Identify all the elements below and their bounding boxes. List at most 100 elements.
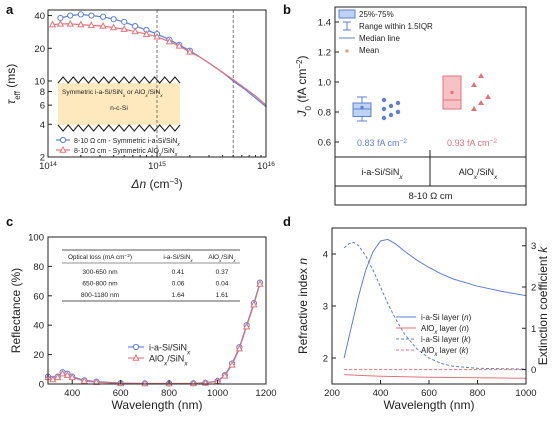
series-0-point [67,12,74,19]
legend-mean-swatch [345,49,349,53]
legend-label-3: AlOx layer (k) [421,346,469,358]
series-line-0 [343,238,527,359]
y-tick-label: 2 [40,153,45,164]
category-label-1: AlOx/SiNx [459,167,498,181]
series-1-point [109,23,118,31]
x-tick-label: 400 [373,388,389,399]
legend-marker [132,353,140,361]
x-tick-label: 1000 [515,388,536,399]
table-header: Optical loss (mA cm−2) [68,253,132,262]
series-line-2 [343,241,527,370]
y-tick-label: 0 [39,380,44,391]
mean-marker [360,106,364,109]
legend-label: 25%-75% [359,10,394,19]
panel-label-d: d [283,214,291,229]
y-tick-label: 1.2 [318,48,331,59]
legend-label-1: AlOx layer (n) [421,324,469,336]
series-1-point [54,373,62,381]
plot-frame [47,236,267,385]
series-1-point [66,19,74,27]
series-1-point [165,37,174,45]
table-cell: 800-1180 nm [81,292,120,299]
x-tick-label: 800 [161,388,177,399]
legend-box-swatch [338,9,356,19]
series-1-point [68,373,76,381]
series-0-point [88,12,95,19]
y-tick-label: 4 [323,250,328,261]
series-1-point [99,22,107,29]
y-tick-label: 8 [40,87,45,98]
data-point [381,115,387,121]
y-axis-label: τeff (ms) [4,64,22,105]
y2-tick-label: 0 [531,365,536,376]
series-1-point [87,21,96,29]
x-tick-label: 600 [113,388,129,399]
legend-label-0: i-a-Si/SiNx [149,343,191,357]
mean-annotation: 0.83 fA cm−2 [357,138,407,149]
data-point [485,94,491,99]
y-tick-label: 60 [33,291,44,302]
group-footer-label: 8-10 Ω cm [408,191,452,202]
legend-marker [59,136,67,144]
data-point [381,106,387,112]
data-point [478,73,484,78]
legend-marker [59,145,67,153]
legend-whisker-swatch [343,21,351,31]
panel-d: 200 400 600 800 1000 2 3 4 0 1 2 3 Wavelength (nm) Re… [296,227,550,412]
y-tick-label: 1.4 [318,18,331,29]
series-1-point [48,20,57,28]
plot-frame [331,227,527,385]
x-axis-label: Wavelength (nm) [384,398,475,412]
series-1-point [228,360,236,368]
legend-label-0: i-a-Si layer (n) [421,313,472,322]
optical-loss-table: Optical loss (mA cm−2) i-a-Si/SiNx AlOx/Si… [62,249,240,302]
x-tick-label: 800 [470,388,486,399]
panel-b: 0.6 0.8 1.0 1.2 1.4 J0 (fA cm−2) 25%-75% Range … [295,6,527,206]
x-tick-label: 1016 [257,161,275,173]
series-1-point [77,20,85,28]
series-0-point [77,11,84,18]
legend-label: Median line [359,34,400,43]
data-point [381,97,387,103]
table-cell: 650-800 nm [82,281,118,288]
inset-coating-label: Symmetric i-a-Si/SiNx or AlOx/SiNx [62,89,163,99]
series-1-point [131,27,139,35]
mean-marker [450,91,454,94]
legend-label-2: i-a-Si layer (k) [421,335,471,344]
data-point [388,103,394,109]
data-point [395,100,401,106]
table-cell: 1.64 [172,292,185,299]
x-tick-label: 600 [421,388,437,399]
legend-marker [132,343,140,351]
series-1-point [142,30,151,37]
x-tick-label: 1200 [255,388,276,399]
series-1-point [250,300,258,308]
box-group-0: 0.83 fA cm−2 [352,96,407,149]
inset-texture-top [57,76,181,84]
inset-substrate-label: n-c-Si [110,105,128,112]
table-header: i-a-Si/SiNx [163,254,193,263]
y-tick-label: 40 [33,321,44,332]
y-tick-label: 4 [40,120,45,131]
series-1-point [256,279,264,287]
data-point [471,82,477,87]
x-tick-label: 1015 [148,161,166,173]
series-1-point [235,344,243,352]
y-tick-label: 0.6 [318,138,331,149]
y-axis-label: Refractive index n [296,258,310,354]
y2-axis-label: Extinction coefficient k [536,246,550,366]
table-cell: 0.37 [216,269,229,276]
panel-label-a: a [6,2,14,17]
series-1-point [221,371,229,379]
data-point [471,106,477,111]
y-axis-label: J0 (fA cm−2) [295,56,313,118]
panel-c: 400 600 800 1000 1200 0 20 40 60 80 100 Wavelength … [9,233,277,413]
series-1-point [58,369,67,377]
series-1-point [63,371,72,378]
legend-label-1: AlOx/SiNx [149,354,188,368]
y-tick-label: 6 [40,101,45,112]
data-point [388,112,394,118]
series-1-point [80,377,88,384]
y-tick-label: 1.0 [318,78,331,89]
